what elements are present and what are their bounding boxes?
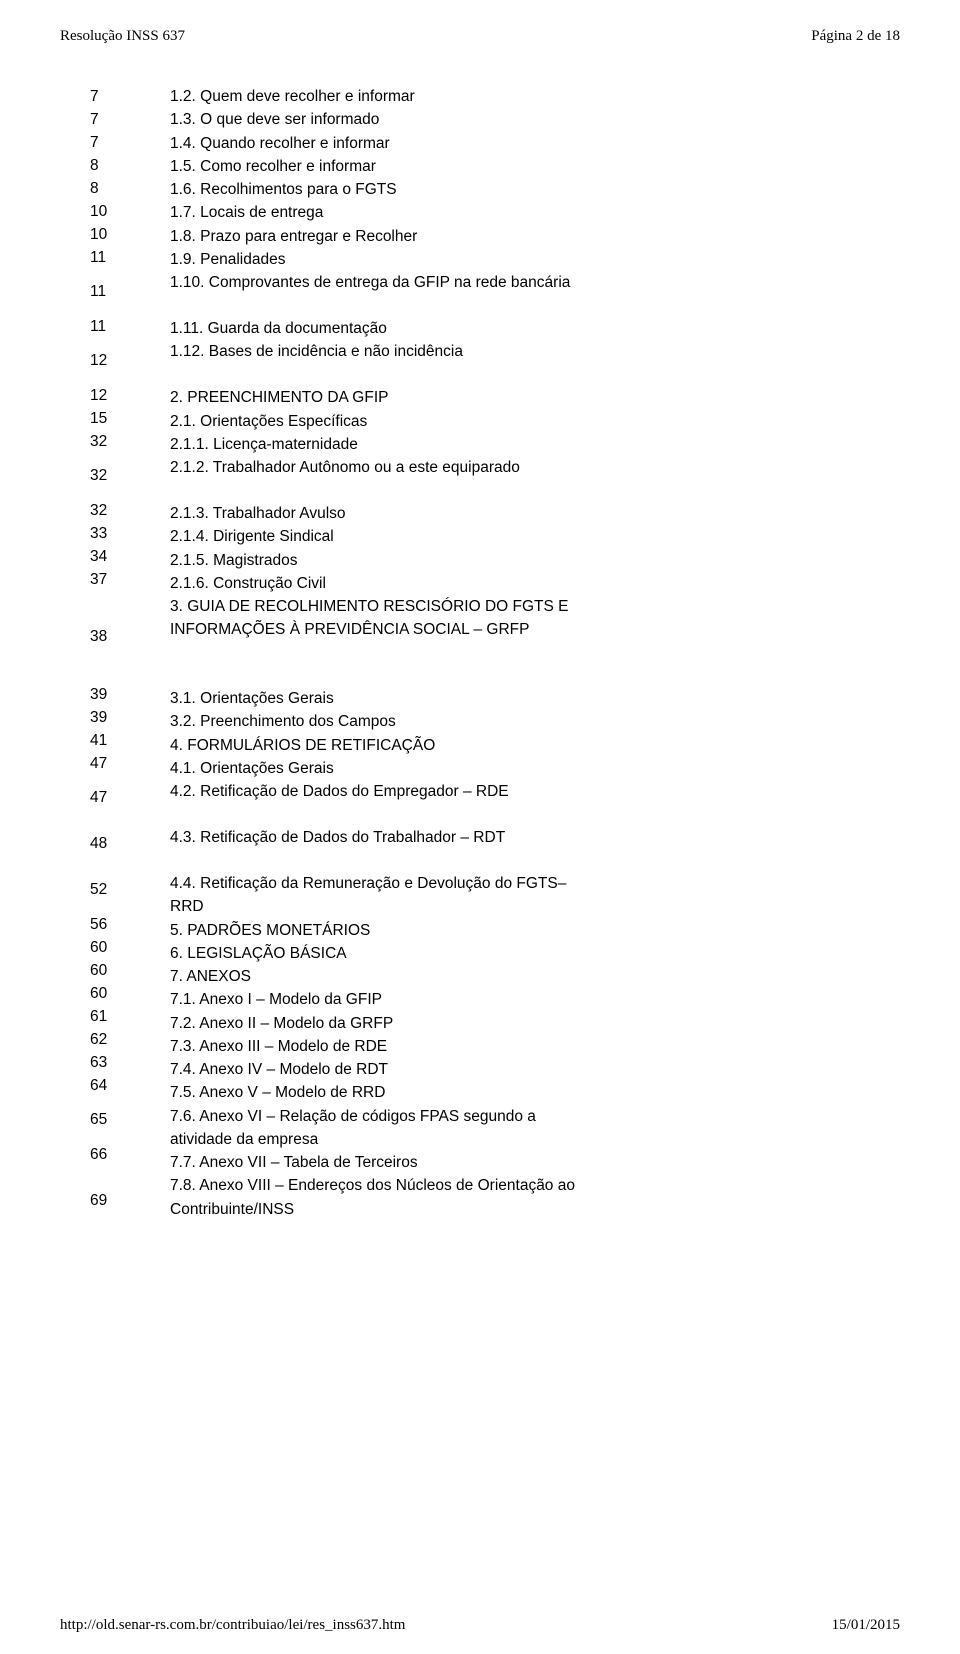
toc-page-number: 7	[90, 108, 170, 131]
toc-page-number: 61	[90, 1005, 170, 1028]
toc-entry-title: 1.7. Locais de entrega	[170, 201, 590, 224]
toc-entry-title: 4.3. Retificação de Dados do Trabalhador…	[170, 826, 590, 872]
toc-page-number: 38	[90, 591, 170, 683]
toc-page-number: 60	[90, 982, 170, 1005]
toc-entry-title: 7.8. Anexo VIII – Endereços dos Núcleos …	[170, 1174, 590, 1243]
toc-entry-title: 7. ANEXOS	[170, 965, 590, 988]
toc-entry-title: 7.4. Anexo IV – Modelo de RDT	[170, 1058, 590, 1081]
toc-page-number: 11	[90, 315, 170, 338]
toc-page-number: 65	[90, 1097, 170, 1143]
toc-entry-title: 7.3. Anexo III – Modelo de RDE	[170, 1035, 590, 1058]
toc-page-number: 64	[90, 1074, 170, 1097]
toc-page-number: 8	[90, 177, 170, 200]
footer-url: http://old.senar-rs.com.br/contribuiao/l…	[60, 1617, 405, 1634]
toc-page-number: 48	[90, 821, 170, 867]
toc-entry-title: 7.7. Anexo VII – Tabela de Terceiros	[170, 1151, 590, 1174]
toc-entry-title: 6. LEGISLAÇÃO BÁSICA	[170, 942, 590, 965]
toc-entry-title: 4.2. Retificação de Dados do Empregador …	[170, 780, 590, 826]
toc-page-number: 52	[90, 867, 170, 913]
header-title: Resolução INSS 637	[60, 28, 185, 45]
toc-entry-title: 7.5. Anexo V – Modelo de RRD	[170, 1081, 590, 1104]
toc-page-number: 11	[90, 269, 170, 315]
toc-page-number: 10	[90, 200, 170, 223]
toc-page-column: 7778810101111111212153232323334373839394…	[90, 85, 170, 1243]
toc-entry-title: 2.1.2. Trabalhador Autônomo ou a este eq…	[170, 456, 590, 502]
toc-page-number: 39	[90, 706, 170, 729]
toc-entry-title: 5. PADRÕES MONETÁRIOS	[170, 919, 590, 942]
toc-page-number: 12	[90, 338, 170, 384]
toc-entry-title: 1.5. Como recolher e informar	[170, 155, 590, 178]
toc-entry-title: 2.1.1. Licença-maternidade	[170, 433, 590, 456]
toc-page-number: 66	[90, 1143, 170, 1166]
toc-page-number: 32	[90, 453, 170, 499]
toc-page-number: 60	[90, 959, 170, 982]
toc-entry-title: 3. GUIA DE RECOLHIMENTO RESCISÓRIO DO FG…	[170, 595, 590, 687]
toc-page-number: 12	[90, 384, 170, 407]
toc-page-number: 62	[90, 1028, 170, 1051]
toc-entry-title: 1.12. Bases de incidência e não incidênc…	[170, 340, 590, 386]
toc-page-number: 7	[90, 131, 170, 154]
page-header: Resolução INSS 637 Página 2 de 18	[60, 28, 900, 45]
toc-entry-title: 7.2. Anexo II – Modelo da GRFP	[170, 1012, 590, 1035]
toc-entry-title: 1.3. O que deve ser informado	[170, 108, 590, 131]
toc-page-number: 69	[90, 1166, 170, 1235]
toc-entry-title: 4.4. Retificação da Remuneração e Devolu…	[170, 872, 590, 919]
toc-entry-title: 7.6. Anexo VI – Relação de códigos FPAS …	[170, 1105, 590, 1152]
toc-title-column: 1.2. Quem deve recolher e informar1.3. O…	[170, 85, 590, 1243]
page-footer: http://old.senar-rs.com.br/contribuiao/l…	[60, 1617, 900, 1634]
page-container: Resolução INSS 637 Página 2 de 18 777881…	[0, 0, 960, 1654]
toc-entry-title: 7.1. Anexo I – Modelo da GFIP	[170, 988, 590, 1011]
toc-entry-title: 1.8. Prazo para entregar e Recolher	[170, 225, 590, 248]
toc-page-number: 15	[90, 407, 170, 430]
toc-entry-title: 2.1. Orientações Específicas	[170, 410, 590, 433]
toc-page-number: 32	[90, 499, 170, 522]
toc-entry-title: 1.2. Quem deve recolher e informar	[170, 85, 590, 108]
toc-entry-title: 2.1.3. Trabalhador Avulso	[170, 502, 590, 525]
toc-entry-title: 4. FORMULÁRIOS DE RETIFICAÇÃO	[170, 734, 590, 757]
toc-entry-title: 2.1.5. Magistrados	[170, 549, 590, 572]
toc-page-number: 63	[90, 1051, 170, 1074]
toc-entry-title: 1.9. Penalidades	[170, 248, 590, 271]
header-page-info: Página 2 de 18	[811, 28, 900, 45]
toc-entry-title: 1.6. Recolhimentos para o FGTS	[170, 178, 590, 201]
toc-page-number: 39	[90, 683, 170, 706]
toc-page-number: 37	[90, 568, 170, 591]
toc-page-number: 47	[90, 775, 170, 821]
toc-entry-title: 2.1.6. Construção Civil	[170, 572, 590, 595]
toc-entry-title: 2.1.4. Dirigente Sindical	[170, 525, 590, 548]
toc-page-number: 32	[90, 430, 170, 453]
toc-page-number: 11	[90, 246, 170, 269]
toc-page-number: 7	[90, 85, 170, 108]
toc-entry-title: 1.10. Comprovantes de entrega da GFIP na…	[170, 271, 590, 317]
table-of-contents: 7778810101111111212153232323334373839394…	[90, 85, 900, 1243]
footer-date: 15/01/2015	[832, 1617, 900, 1634]
toc-entry-title: 1.11. Guarda da documentação	[170, 317, 590, 340]
toc-page-number: 41	[90, 729, 170, 752]
toc-page-number: 10	[90, 223, 170, 246]
toc-page-number: 33	[90, 522, 170, 545]
toc-entry-title: 3.1. Orientações Gerais	[170, 687, 590, 710]
toc-entry-title: 2. PREENCHIMENTO DA GFIP	[170, 386, 590, 409]
toc-page-number: 47	[90, 752, 170, 775]
toc-page-number: 34	[90, 545, 170, 568]
toc-page-number: 60	[90, 936, 170, 959]
toc-entry-title: 3.2. Preenchimento dos Campos	[170, 710, 590, 733]
toc-entry-title: 4.1. Orientações Gerais	[170, 757, 590, 780]
toc-page-number: 8	[90, 154, 170, 177]
toc-entry-title: 1.4. Quando recolher e informar	[170, 132, 590, 155]
toc-page-number: 56	[90, 913, 170, 936]
